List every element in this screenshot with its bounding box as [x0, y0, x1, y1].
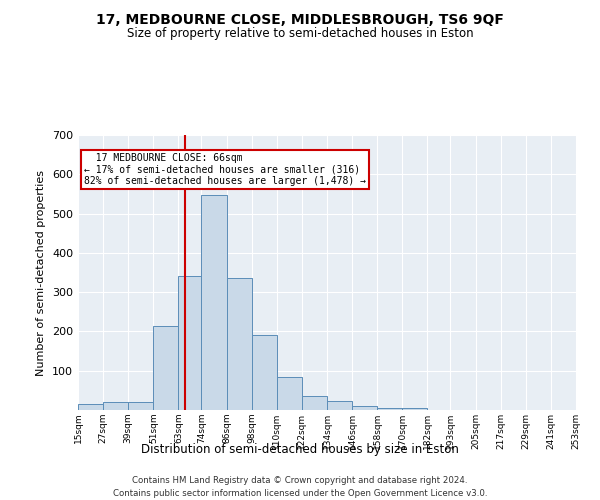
Bar	[251, 336, 277, 410]
Bar	[227, 278, 251, 410]
Bar	[202, 194, 227, 410]
Bar	[352, 406, 377, 410]
Text: Contains public sector information licensed under the Open Government Licence v3: Contains public sector information licen…	[113, 489, 487, 498]
Bar	[327, 401, 352, 410]
Bar	[403, 408, 427, 410]
Text: Contains HM Land Registry data © Crown copyright and database right 2024.: Contains HM Land Registry data © Crown c…	[132, 476, 468, 485]
Text: 17, MEDBOURNE CLOSE, MIDDLESBROUGH, TS6 9QF: 17, MEDBOURNE CLOSE, MIDDLESBROUGH, TS6 …	[96, 12, 504, 26]
Text: 17 MEDBOURNE CLOSE: 66sqm
← 17% of semi-detached houses are smaller (316)
82% of: 17 MEDBOURNE CLOSE: 66sqm ← 17% of semi-…	[84, 152, 366, 186]
Bar	[103, 402, 128, 410]
Bar	[377, 408, 403, 410]
Bar	[128, 402, 154, 410]
Bar	[277, 376, 302, 410]
Text: Distribution of semi-detached houses by size in Eston: Distribution of semi-detached houses by …	[141, 442, 459, 456]
Y-axis label: Number of semi-detached properties: Number of semi-detached properties	[37, 170, 46, 376]
Text: Size of property relative to semi-detached houses in Eston: Size of property relative to semi-detach…	[127, 28, 473, 40]
Bar	[302, 396, 327, 410]
Bar	[78, 404, 103, 410]
Bar	[154, 326, 178, 410]
Bar	[178, 276, 202, 410]
